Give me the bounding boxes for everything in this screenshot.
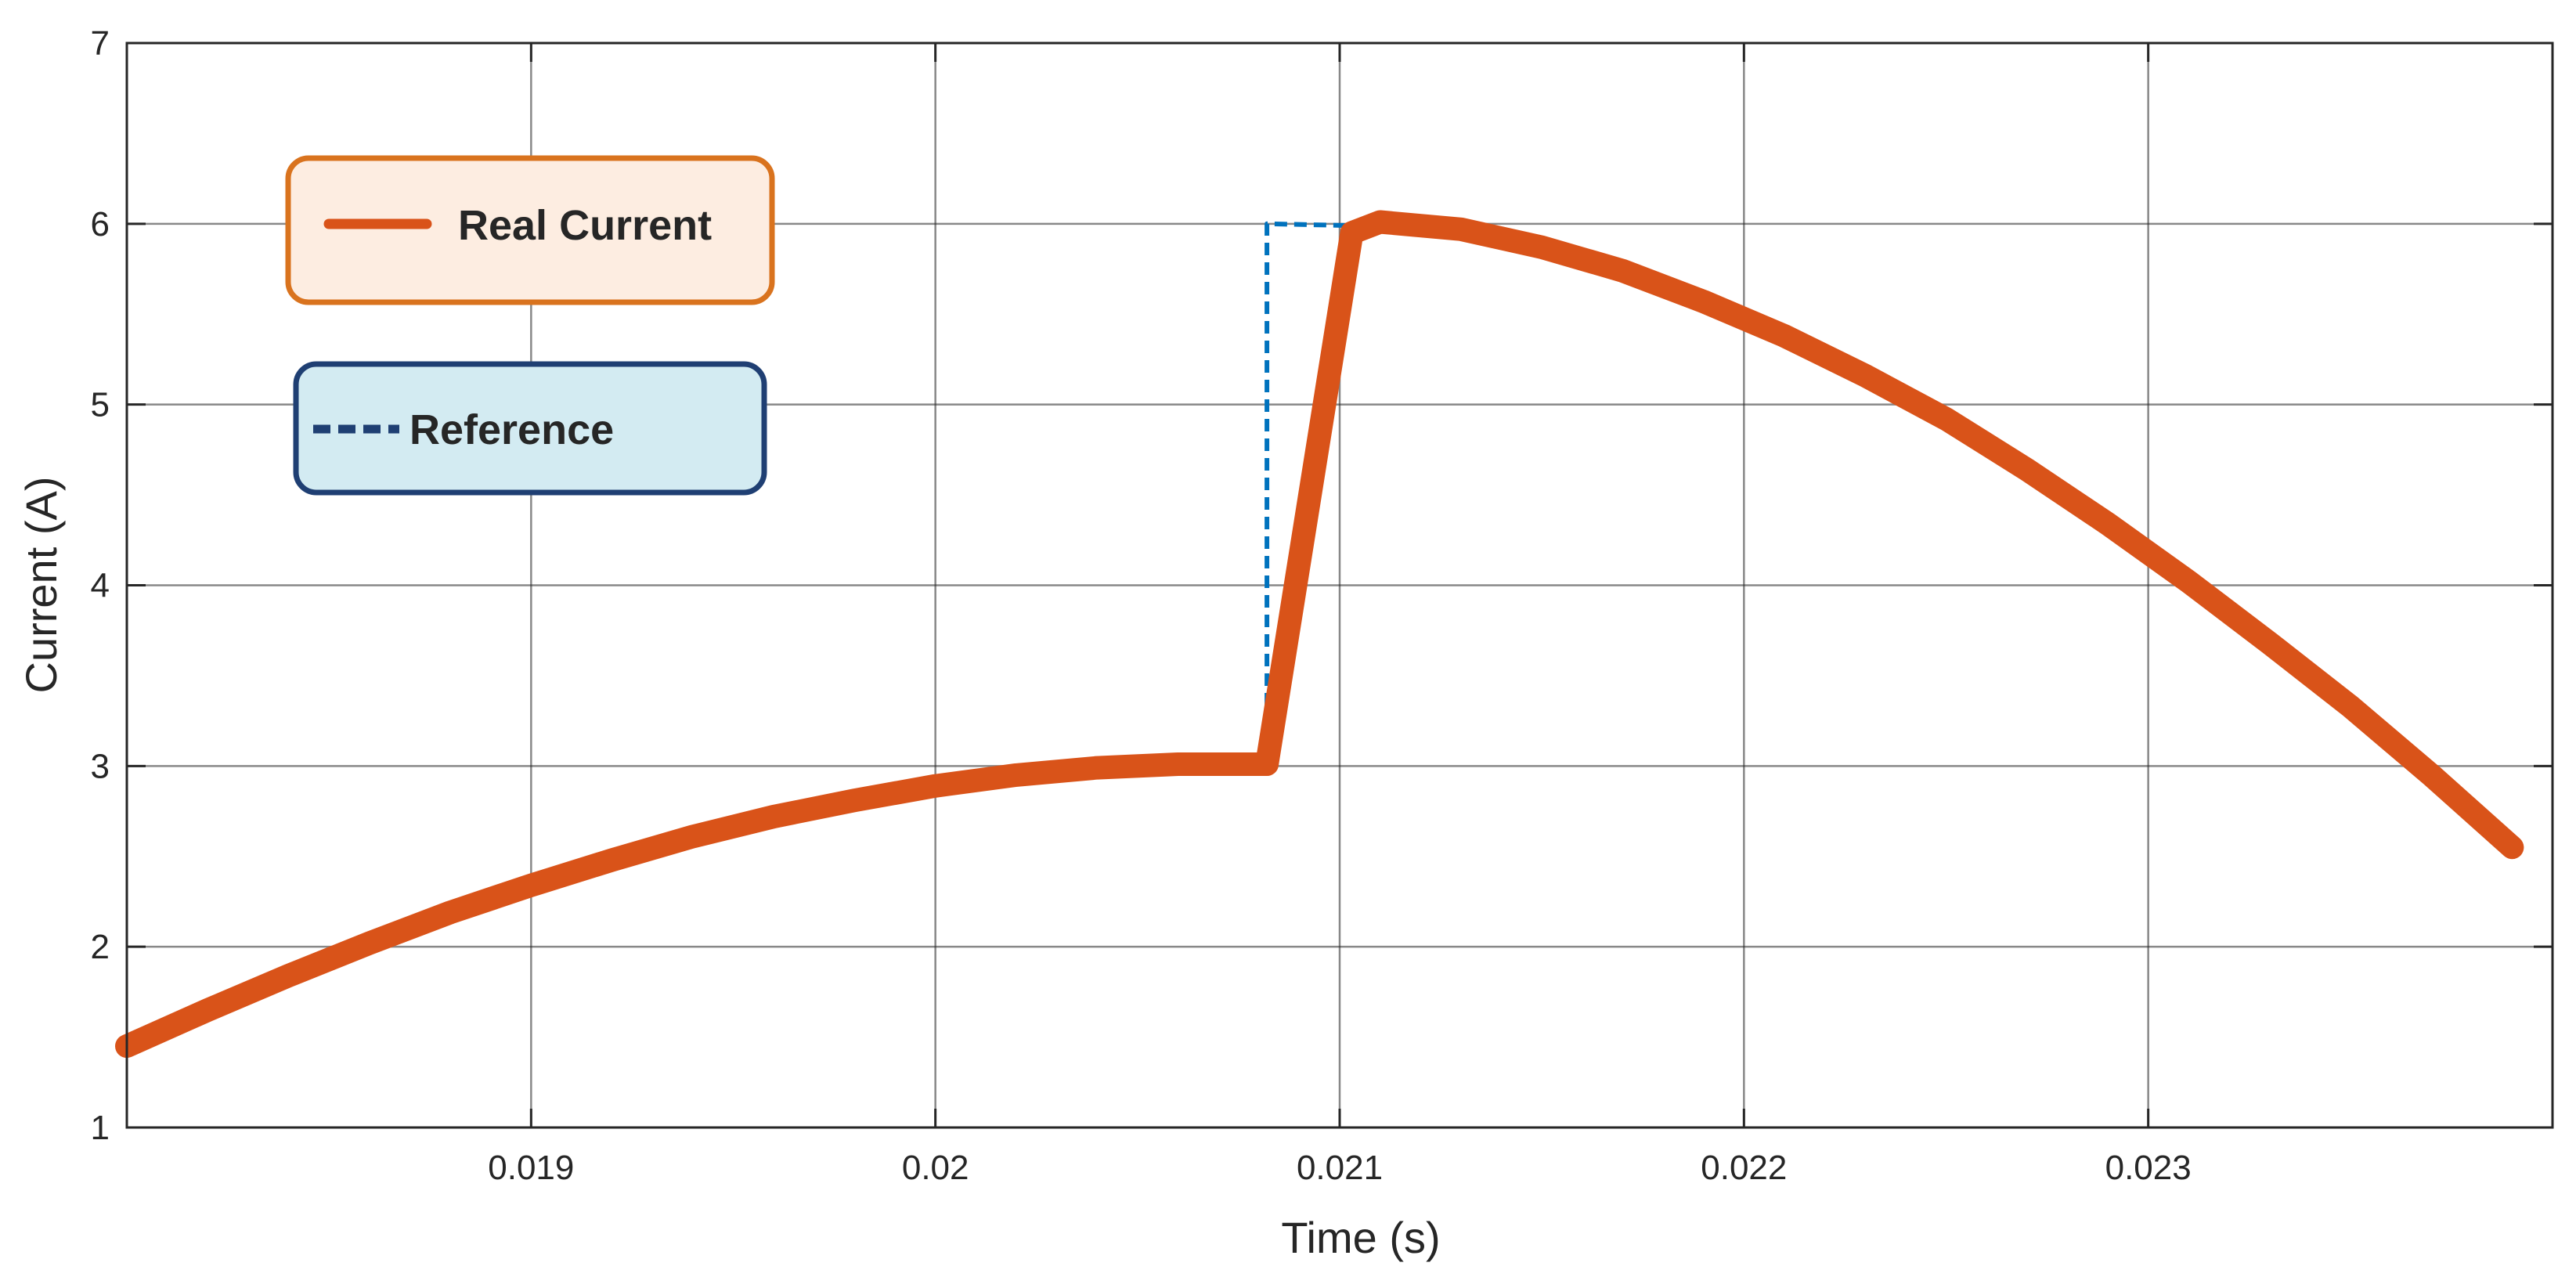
x-tick-label: 0.019 — [488, 1149, 574, 1187]
legend-reference: Reference — [293, 361, 767, 496]
series-line-reference — [1265, 221, 1352, 764]
legend-real-current-box — [285, 155, 775, 305]
y-tick-label: 5 — [91, 386, 110, 424]
x-axis-label: Time (s) — [1281, 1213, 1440, 1262]
y-tick-label: 1 — [91, 1109, 110, 1147]
legend-reference-label: Reference — [409, 406, 614, 453]
y-tick-label: 6 — [91, 205, 110, 244]
y-axis-label: Current (A) — [16, 477, 66, 694]
y-tick-label: 7 — [91, 24, 110, 63]
y-tick-label: 4 — [91, 567, 110, 605]
series-layer — [115, 210, 2524, 1059]
x-tick-label: 0.02 — [902, 1149, 969, 1187]
series-line-real-current — [115, 210, 2524, 1059]
x-tick-label: 0.023 — [2105, 1149, 2192, 1187]
legend-real-current: Real Current — [285, 155, 775, 305]
x-tick-label: 0.022 — [1701, 1149, 1787, 1187]
y-tick-label: 2 — [91, 928, 110, 966]
legend-reference-box — [293, 361, 767, 496]
x-tick-label: 0.021 — [1297, 1149, 1383, 1187]
ticks: 0.019 0.02 0.021 0.022 0.023 1 2 3 4 5 6 7 — [91, 24, 2553, 1187]
legend-real-current-label: Real Current — [458, 202, 712, 249]
y-tick-label: 3 — [91, 747, 110, 785]
